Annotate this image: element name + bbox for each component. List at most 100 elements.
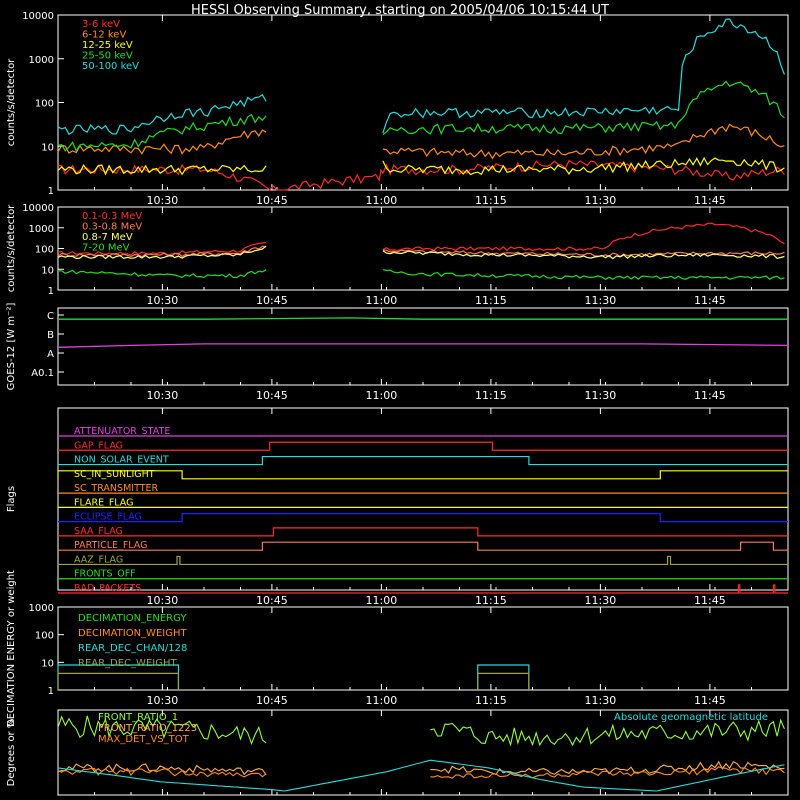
- panel-lightcurves-low: 10:30 10:45 11:00 11:15 11:30 11:45 counts/s/d…: [6, 11, 789, 207]
- legend-entry: 7-20 MeV: [82, 243, 130, 254]
- legend-entry: 0.1-0.3 MeV: [82, 211, 142, 222]
- y-tick-label: B: [47, 330, 54, 341]
- legend-entry: FRONT_RATIO_1: [98, 712, 178, 723]
- series-line: [57, 245, 785, 258]
- legend-entry: 12-25 keV: [82, 40, 133, 51]
- x-tick-label: 10:30: [147, 594, 179, 607]
- series-line: [58, 317, 788, 320]
- series-line: [57, 343, 789, 348]
- y-tick-label: 1000: [29, 603, 54, 614]
- legend-entry: Absolute geomagnetic latitude: [614, 712, 768, 723]
- flag-label: ATTENUATOR_STATE: [74, 426, 170, 437]
- x-tick-label: 10:45: [256, 594, 288, 607]
- y-tick-label: A: [47, 349, 54, 360]
- flag-label: AAZ_FLAG: [74, 554, 123, 565]
- y-tick-label: 10: [41, 142, 54, 153]
- x-tick-label: 11:30: [585, 389, 617, 402]
- x-tick-label: 11:00: [366, 294, 398, 307]
- x-tick-label: 10:30: [147, 694, 179, 707]
- y-tick-label: 1: [48, 186, 54, 197]
- legend-entry: 6-12 keV: [82, 30, 126, 41]
- panel-flags: 10:30 10:45 11:00 11:15 11:30 11:45 Flags ATTEN…: [6, 407, 789, 607]
- y-axis-label: Degrees or %: [6, 719, 17, 787]
- x-tick-label: 10:30: [147, 194, 179, 207]
- x-tick-label: 11:15: [475, 694, 507, 707]
- series-line: [57, 759, 785, 792]
- legend-entry: REAR_DEC_WEIGHT: [78, 658, 177, 669]
- series-line: [57, 123, 785, 160]
- x-tick-label: 11:15: [475, 294, 507, 307]
- series-line: [57, 269, 785, 281]
- x-tick-label: 11:45: [694, 694, 726, 707]
- legend-entry: 3-6 keV: [82, 19, 120, 30]
- x-tick-label: 11:30: [585, 194, 617, 207]
- x-tick-label: 10:45: [256, 694, 288, 707]
- x-tick-label: 11:30: [585, 294, 617, 307]
- panel-frame: [57, 14, 789, 191]
- y-tick-label: 100: [35, 245, 54, 256]
- x-tick-label: 11:30: [585, 694, 617, 707]
- panel-decimation: 10:30 10:45 11:00 11:15 11:30 11:45 DECIMATION…: [6, 570, 789, 727]
- y-tick-label: 10: [41, 265, 54, 276]
- flag-line: [58, 455, 788, 466]
- series-line: [57, 159, 785, 191]
- y-axis-label: counts/s/detector: [6, 58, 17, 146]
- flag-line: [58, 441, 788, 451]
- x-tick-label: 11:30: [585, 594, 617, 607]
- y-tick-label: A0.1: [31, 368, 54, 379]
- series-line: [57, 80, 785, 153]
- x-tick-label: 11:15: [475, 594, 507, 607]
- flag-line: [58, 555, 788, 566]
- series-line: [57, 766, 785, 779]
- flag-label: FRONTS_OFF: [74, 569, 136, 580]
- y-tick-label: 100: [35, 631, 54, 642]
- y-axis-label: GOES-12 [W m⁻²]: [6, 303, 17, 391]
- y-tick-label: 1000: [29, 224, 54, 235]
- x-tick-label: 11:00: [366, 594, 398, 607]
- figure-title: HESSI Observing Summary, starting on 200…: [191, 3, 609, 18]
- panel-goes: 10:30 10:45 11:00 11:15 11:30 11:45 GOES-12 [W…: [6, 303, 789, 402]
- flag-line: [58, 513, 788, 523]
- flag-label: SC_TRANSMITTER: [74, 483, 159, 494]
- flag-label: NON_SOLAR_EVENT: [74, 455, 169, 466]
- y-tick-label: 1: [48, 286, 54, 297]
- flag-label: BAD_PACKETS: [74, 583, 141, 594]
- legend-entry: FRONT_RATIO_1223: [98, 723, 197, 734]
- flag-label: PARTICLE_FLAG: [74, 540, 147, 551]
- x-tick-label: 11:45: [694, 389, 726, 402]
- panels: 10:30 10:45 11:00 11:15 11:30 11:45 counts/s/d…: [6, 11, 789, 796]
- x-tick-label: 11:45: [694, 594, 726, 607]
- x-tick-label: 11:00: [366, 694, 398, 707]
- y-tick-label: 10000: [22, 11, 54, 22]
- flag-label: SC_IN_SUNLIGHT: [74, 469, 155, 480]
- x-tick-label: 11:15: [475, 194, 507, 207]
- y-tick-label: 1: [48, 686, 54, 697]
- x-tick-label: 10:45: [256, 389, 288, 402]
- legend-entry: REAR_DEC_CHAN/128: [78, 643, 187, 654]
- series-line: [57, 156, 785, 176]
- x-tick-label: 10:30: [147, 389, 179, 402]
- y-tick-label: C: [47, 311, 54, 322]
- legend-entry: 25-50 keV: [82, 51, 133, 62]
- flag-label: GAP_FLAG: [74, 440, 123, 451]
- legend-entry: 50-100 keV: [82, 61, 139, 72]
- x-tick-label: 11:45: [694, 194, 726, 207]
- flag-line: [58, 541, 788, 551]
- x-tick-label: 10:45: [256, 194, 288, 207]
- panel-geometry: Degrees or % FRONT_RATIO_1FRONT_RATIO_122…: [6, 709, 789, 796]
- series-line: [477, 672, 530, 690]
- panel-frame: [57, 206, 789, 291]
- x-tick-label: 10:45: [256, 294, 288, 307]
- series-line: [57, 245, 785, 260]
- y-tick-label: 1000: [29, 55, 54, 66]
- y-axis-label: DECIMATION ENERGY or weight: [6, 570, 17, 727]
- flag-label: SAA_FLAG: [74, 526, 123, 537]
- y-tick-label: 10: [41, 658, 54, 669]
- panel-lightcurves-high: 10:30 10:45 11:00 11:15 11:30 11:45 counts/s/d…: [6, 203, 789, 307]
- series-line: [57, 672, 180, 690]
- series-line: [477, 664, 530, 690]
- flag-line: [57, 470, 788, 480]
- x-tick-label: 11:00: [366, 389, 398, 402]
- legend-entry: 0.8-7 MeV: [82, 232, 133, 243]
